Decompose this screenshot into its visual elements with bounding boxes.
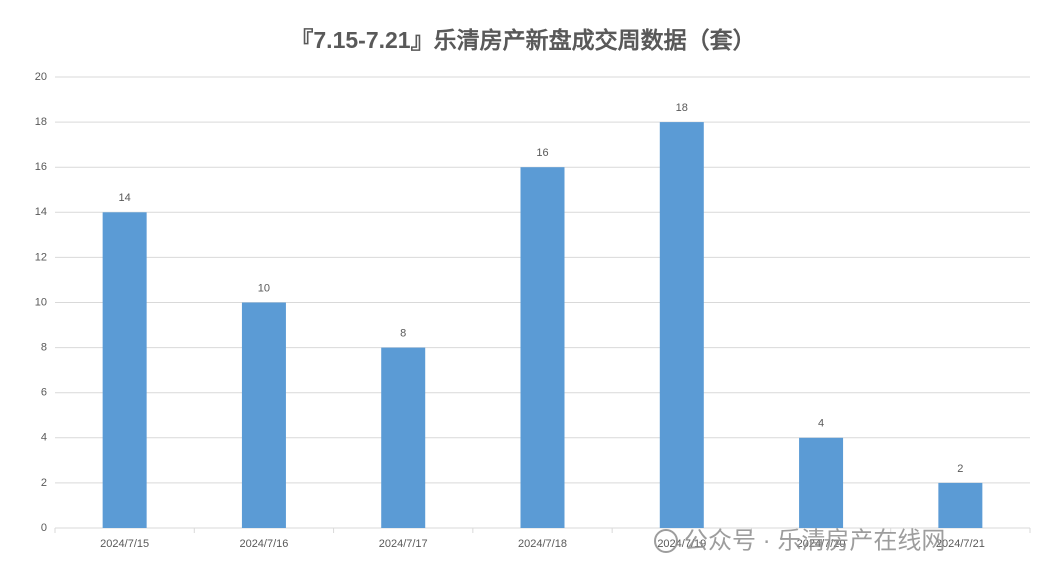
chart-title: 『7.15-7.21』乐清房产新盘成交周数据（套） bbox=[290, 27, 755, 53]
bar bbox=[381, 347, 426, 528]
y-tick-label: 0 bbox=[41, 522, 47, 534]
y-tick-label: 20 bbox=[35, 71, 47, 83]
watermark-icon bbox=[654, 529, 678, 553]
bar bbox=[938, 482, 983, 528]
bar bbox=[659, 122, 704, 528]
x-tick-label: 2024/7/20 bbox=[797, 538, 846, 550]
y-tick-label: 14 bbox=[35, 206, 47, 218]
x-tick-label: 2024/7/18 bbox=[518, 538, 567, 550]
x-tick-label: 2024/7/15 bbox=[100, 538, 149, 550]
x-tick-label: 2024/7/21 bbox=[936, 538, 985, 550]
data-label: 14 bbox=[119, 192, 131, 204]
data-label: 10 bbox=[258, 282, 270, 294]
y-tick-label: 18 bbox=[35, 116, 47, 128]
y-tick-label: 4 bbox=[41, 432, 47, 444]
x-tick-label: 2024/7/17 bbox=[379, 538, 428, 550]
data-label: 18 bbox=[676, 102, 688, 114]
data-label: 4 bbox=[818, 418, 824, 430]
y-tick-label: 12 bbox=[35, 251, 47, 263]
bar bbox=[241, 302, 286, 528]
x-tick-label: 2024/7/19 bbox=[657, 538, 706, 550]
x-tick-label: 2024/7/16 bbox=[239, 538, 288, 550]
y-tick-label: 2 bbox=[41, 477, 47, 489]
bar bbox=[520, 167, 565, 528]
bar bbox=[102, 212, 147, 529]
data-label: 2 bbox=[957, 463, 963, 475]
y-tick-label: 6 bbox=[41, 387, 47, 399]
watermark: 公众号 · 乐清房产在线网 bbox=[684, 527, 945, 554]
y-tick-label: 8 bbox=[41, 342, 47, 354]
bar bbox=[799, 437, 844, 528]
data-label: 8 bbox=[400, 328, 406, 340]
y-tick-label: 16 bbox=[35, 161, 47, 173]
y-tick-label: 10 bbox=[35, 296, 47, 308]
data-label: 16 bbox=[536, 147, 548, 159]
